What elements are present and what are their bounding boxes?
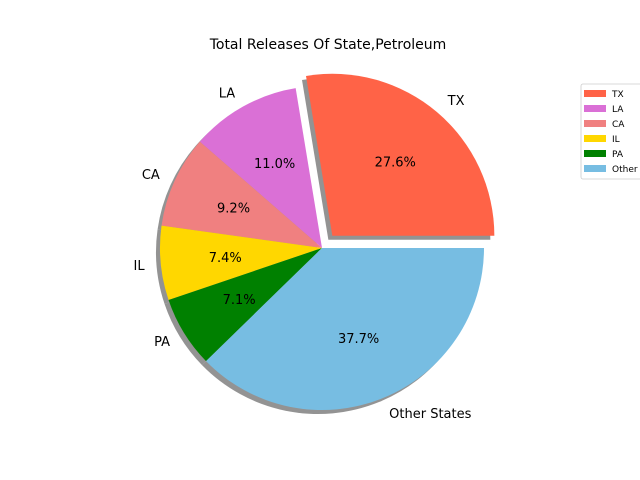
legend-swatch-il	[584, 135, 606, 142]
pie-slices	[159, 73, 495, 410]
slice-label-other-states: Other States	[389, 407, 471, 422]
legend: TX LA CA IL PA Other	[580, 83, 640, 180]
slice-label-la: LA	[219, 86, 236, 101]
slice-label-il: IL	[134, 259, 146, 274]
slice-label-ca: CA	[142, 168, 160, 183]
pie-slice-tx	[306, 73, 495, 236]
chart-title: Total Releases Of State,Petroleum	[209, 37, 447, 53]
slice-percent-ca: 9.2%	[217, 202, 250, 217]
legend-label-other: Other	[612, 165, 638, 175]
legend-swatch-ca	[584, 120, 606, 127]
pie-slice-il	[159, 225, 322, 300]
pie-slice-ca	[161, 141, 322, 248]
slice-label-pa: PA	[154, 335, 170, 350]
legend-label-la: LA	[612, 105, 624, 115]
slice-percent-il: 7.4%	[209, 251, 242, 266]
pie-slice-other-states	[206, 248, 484, 410]
legend-swatch-tx	[584, 90, 606, 97]
legend-swatch-la	[584, 105, 606, 112]
slice-labels: TX 27.6% LA 11.0% CA 9.2% IL 7.4% PA 7.1% Other St…	[134, 86, 472, 422]
slice-percent-pa: 7.1%	[223, 293, 256, 308]
legend-swatch-other	[584, 165, 606, 172]
slice-percent-tx: 27.6%	[375, 156, 416, 171]
legend-swatch-pa	[584, 150, 606, 157]
slice-percent-other-states: 37.7%	[338, 332, 379, 347]
legend-label-tx: TX	[611, 90, 624, 100]
legend-label-pa: PA	[612, 150, 624, 160]
slice-percent-la: 11.0%	[254, 157, 295, 172]
legend-label-ca: CA	[612, 120, 625, 130]
slice-label-tx: TX	[447, 94, 465, 109]
pie-slice-la	[199, 88, 322, 248]
legend-label-il: IL	[612, 135, 620, 145]
pie-slice-pa	[168, 248, 322, 362]
